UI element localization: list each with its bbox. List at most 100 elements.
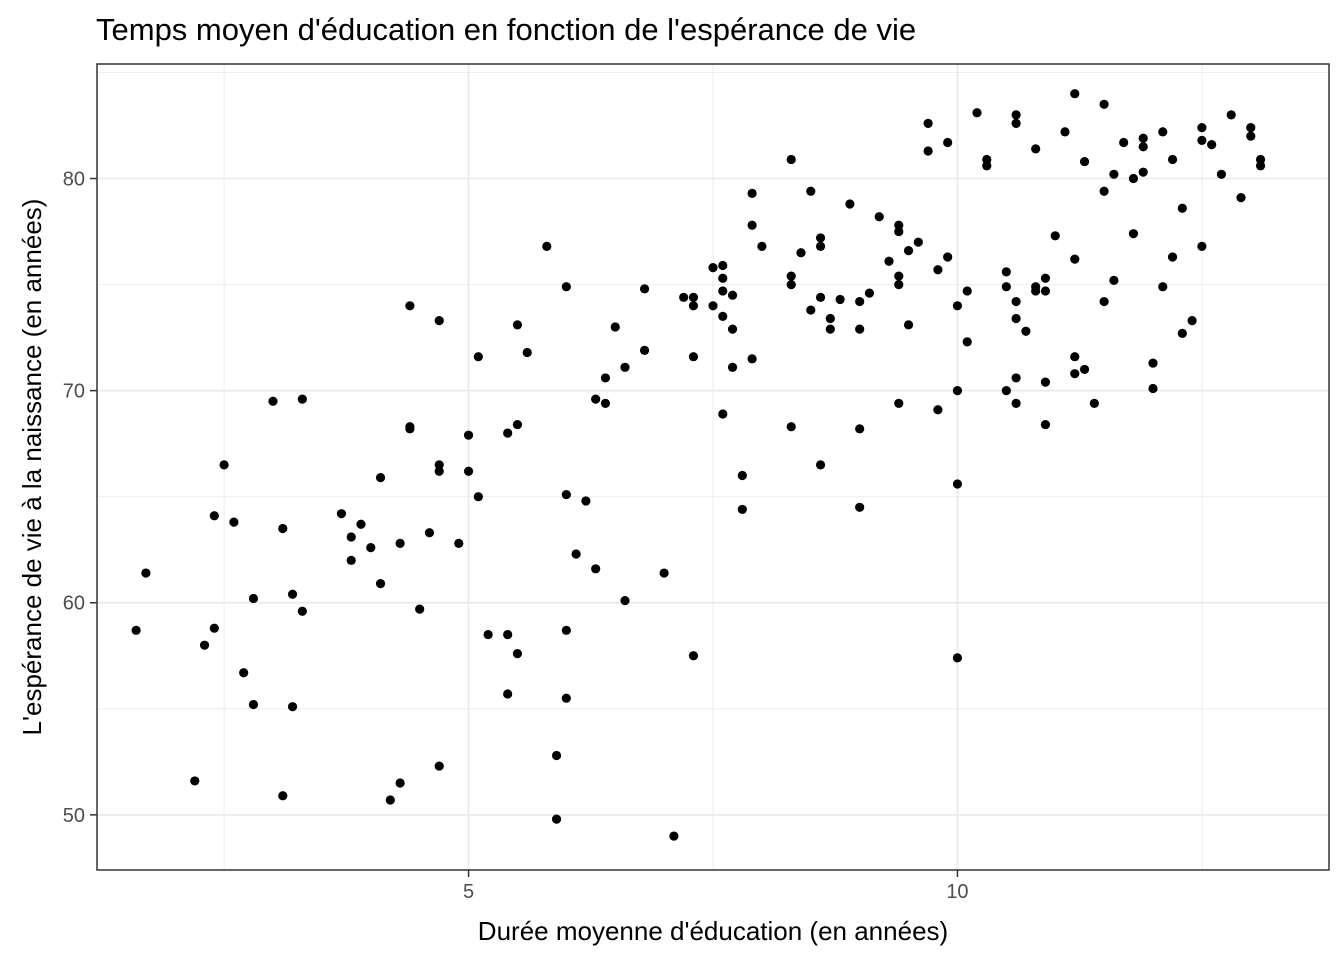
data-point (982, 161, 992, 171)
data-point (747, 220, 757, 230)
data-point (1011, 398, 1021, 408)
data-point (806, 305, 816, 315)
data-point (1177, 203, 1187, 213)
data-point (825, 313, 835, 324)
x-axis-ticks: 5 10 (463, 870, 969, 903)
data-point (512, 649, 523, 659)
y-tick-label: 80 (63, 169, 85, 191)
data-point (1246, 131, 1256, 141)
data-point (1177, 328, 1187, 338)
x-axis-title: Durée moyenne d'éducation (en années) (478, 916, 948, 946)
data-point (1099, 296, 1109, 307)
data-point (385, 795, 395, 805)
panel-border (96, 63, 1330, 871)
data-point (864, 288, 875, 298)
data-point (600, 398, 611, 408)
data-point (786, 279, 796, 290)
data-point (952, 386, 963, 396)
data-point (297, 394, 307, 404)
data-point (1109, 275, 1119, 285)
data-point (1001, 386, 1011, 396)
major-gridlines (97, 64, 1329, 870)
data-point (1187, 316, 1197, 326)
x-tick-label: 10 (946, 881, 968, 903)
data-point (1011, 373, 1021, 383)
data-point (581, 496, 591, 506)
data-point (737, 504, 747, 515)
data-point (366, 543, 376, 553)
data-point (688, 352, 699, 362)
x-tick-label: 5 (463, 881, 474, 903)
data-point (209, 511, 219, 521)
data-point (982, 154, 992, 165)
data-point (1070, 254, 1080, 264)
data-point (512, 320, 523, 330)
data-point (1031, 286, 1041, 296)
data-point (434, 761, 444, 771)
data-point (894, 220, 904, 230)
data-point (591, 394, 601, 404)
data-point (933, 405, 943, 415)
data-point (1001, 282, 1011, 292)
data-point (1040, 273, 1051, 283)
data-point (620, 596, 630, 606)
data-point (620, 362, 630, 372)
data-point (835, 294, 845, 305)
data-point (855, 424, 865, 434)
data-points (131, 89, 1266, 841)
data-point (688, 301, 699, 311)
data-point (229, 517, 239, 527)
data-point (503, 428, 513, 438)
data-point (1236, 193, 1246, 203)
data-point (1138, 133, 1148, 143)
data-point (551, 750, 562, 761)
data-point (1070, 369, 1080, 379)
data-point (1255, 161, 1266, 171)
data-point (287, 702, 298, 712)
data-point (913, 237, 923, 247)
data-point (718, 260, 728, 271)
data-point (1138, 167, 1148, 177)
chart-title: Temps moyen d'éducation en fonction de l… (96, 12, 916, 47)
data-point (688, 651, 699, 661)
data-point (405, 424, 415, 434)
data-point (1021, 326, 1031, 336)
data-point (855, 296, 865, 307)
data-point (434, 316, 444, 326)
data-point (375, 579, 386, 589)
data-point (463, 430, 474, 440)
data-point (1167, 252, 1178, 262)
data-point (512, 419, 523, 430)
data-point (454, 538, 464, 548)
data-point (434, 460, 444, 470)
data-point (1040, 419, 1051, 430)
data-point (903, 320, 914, 330)
data-point (1089, 398, 1099, 408)
data-point (463, 466, 474, 476)
data-point (943, 137, 953, 148)
data-point (815, 233, 826, 243)
minor-gridlines (97, 64, 1329, 870)
y-tick-label: 60 (63, 593, 85, 615)
data-point (727, 324, 738, 334)
data-point (688, 292, 699, 302)
data-point (131, 625, 141, 635)
data-point (718, 286, 728, 296)
data-point (1079, 364, 1090, 375)
data-point (659, 568, 669, 578)
data-point (473, 352, 483, 362)
y-axis-ticks: 50 60 70 80 (63, 169, 97, 827)
data-point (248, 593, 259, 604)
data-point (855, 502, 865, 512)
data-point (952, 653, 963, 663)
data-point (424, 528, 435, 538)
data-point (190, 776, 200, 786)
data-point (1197, 135, 1207, 145)
data-point (923, 146, 933, 156)
data-point (806, 186, 816, 196)
data-point (336, 509, 347, 519)
data-point (209, 623, 219, 633)
data-point (894, 226, 904, 237)
data-point (708, 263, 718, 273)
data-point (786, 422, 796, 432)
